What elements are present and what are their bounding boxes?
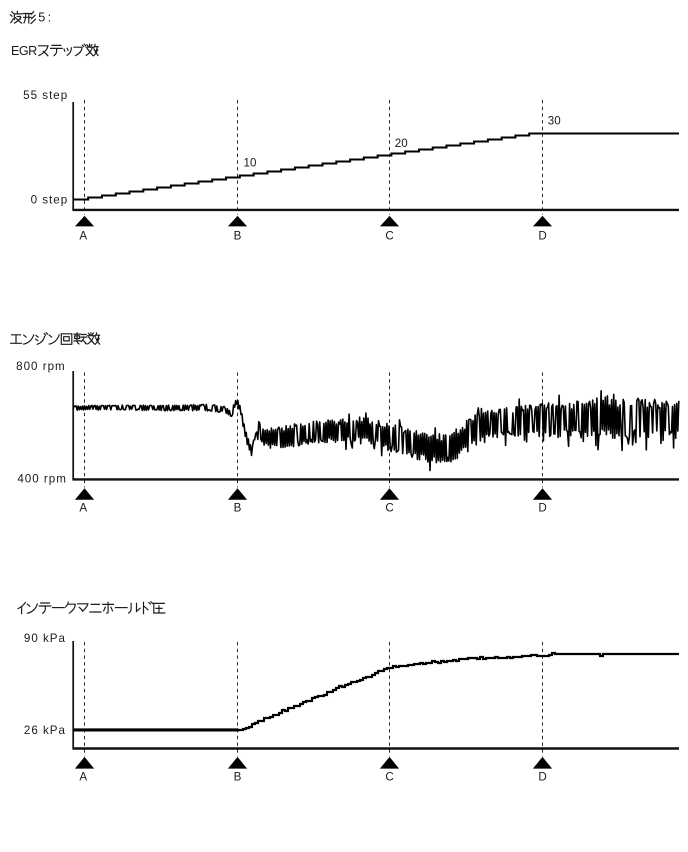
svg-text:800 rpm: 800 rpm xyxy=(16,360,66,373)
svg-text:400 rpm: 400 rpm xyxy=(17,473,67,486)
svg-text:C: C xyxy=(385,229,393,242)
svg-text:C: C xyxy=(385,771,393,784)
svg-text:B: B xyxy=(234,229,242,242)
svg-text:B: B xyxy=(234,502,242,515)
svg-text:A: A xyxy=(79,502,87,515)
svg-text:5: 5 xyxy=(38,11,45,25)
svg-text:D: D xyxy=(538,502,546,515)
svg-text:26 kPa: 26 kPa xyxy=(24,724,66,737)
svg-text:D: D xyxy=(538,229,546,242)
svg-text:30: 30 xyxy=(548,114,561,127)
svg-text:A: A xyxy=(79,229,87,242)
svg-text:55 step: 55 step xyxy=(23,89,68,102)
svg-text:C: C xyxy=(385,502,393,515)
svg-text:EGR: EGR xyxy=(11,44,37,58)
svg-text:90 kPa: 90 kPa xyxy=(24,632,66,645)
svg-text:20: 20 xyxy=(395,137,408,150)
svg-text:A: A xyxy=(79,771,87,784)
svg-text:B: B xyxy=(234,771,242,784)
svg-text:0 step: 0 step xyxy=(31,194,69,207)
svg-text:10: 10 xyxy=(244,156,257,169)
svg-text:D: D xyxy=(538,771,546,784)
svg-text::: : xyxy=(48,11,51,25)
